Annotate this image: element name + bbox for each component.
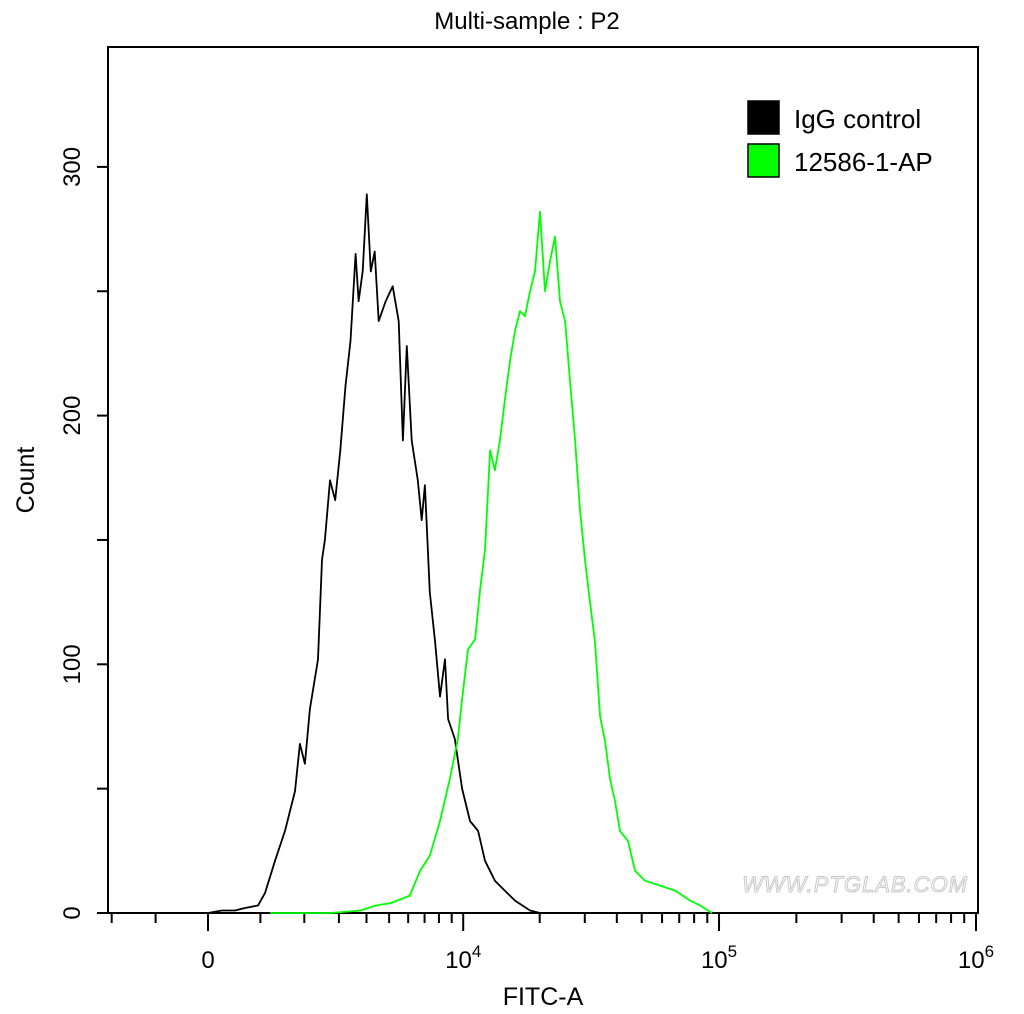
legend-swatch [747,143,780,178]
x-tick-exponent: 6 [985,942,994,961]
y-tick-label: 200 [59,396,86,436]
x-axis-label: FITC-A [503,983,584,1011]
x-tick-label: 104 [445,942,481,974]
y-axis-label: Count [12,447,40,514]
y-tick-label: 100 [59,644,86,684]
legend-label: 12586-1-AP [794,147,933,177]
x-tick-label: 0 [201,947,214,974]
series-line-igg-control [207,193,541,914]
series-line-12586-1-ap [270,210,713,914]
x-tick-exponent: 5 [728,942,737,961]
legend-label: IgG control [794,104,921,134]
x-tick-exponent: 4 [472,942,481,961]
y-tick-label: 0 [59,906,86,919]
y-tick-label: 300 [59,147,86,187]
plot-frame [107,46,979,914]
chart-title: Multi-sample : P2 [434,8,619,35]
watermark: WWW.PTGLAB.COM [742,872,968,897]
legend-swatch [747,100,780,135]
x-tick-label: 106 [958,942,994,974]
x-tick-label: 105 [701,942,737,974]
